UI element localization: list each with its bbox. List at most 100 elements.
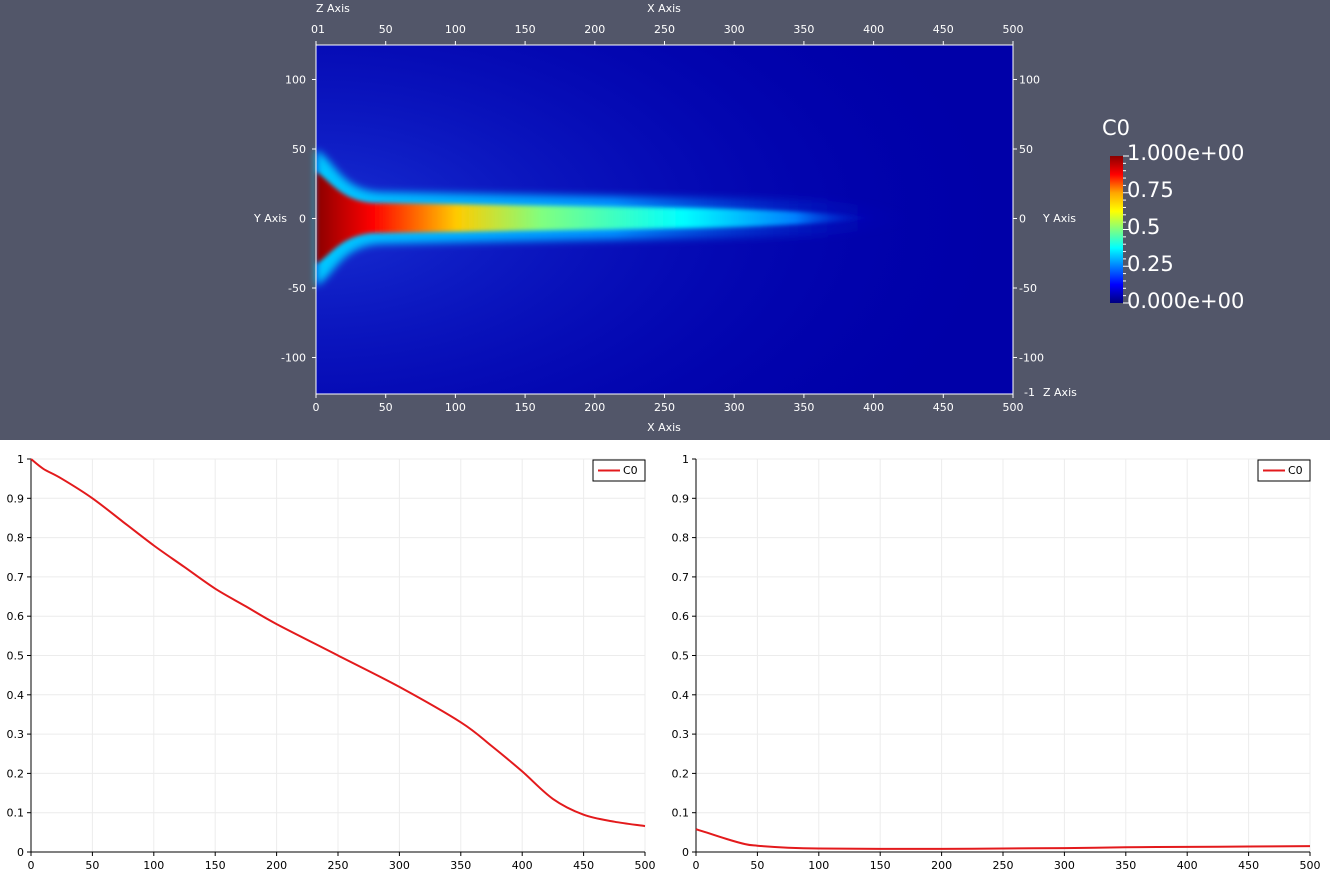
x-top-tick-label: 350 <box>793 23 814 36</box>
chart-legend[interactable]: C0 <box>592 459 646 482</box>
x-tick-label: 500 <box>1300 859 1321 872</box>
y-right-tick-label: 0 <box>1019 213 1026 226</box>
y-tick-label: 0.4 <box>7 689 25 702</box>
y-left-tick-label: -50 <box>288 282 306 295</box>
y-tick-label: 0.8 <box>672 532 690 545</box>
x-axis-title-bottom: X Axis <box>647 421 681 434</box>
x-tick-label: 250 <box>328 859 349 872</box>
y-tick-label: 1 <box>17 453 24 466</box>
z-axis-title-bottom: Z Axis <box>1043 386 1077 399</box>
x-top-tick-label: 150 <box>515 23 536 36</box>
z-axis-title-top: Z Axis <box>316 2 350 15</box>
x-tick-label: 100 <box>808 859 829 872</box>
chart-grid <box>695 458 1311 853</box>
y-tick-label: 0.9 <box>7 492 25 505</box>
chart-axes: 0 50 100 150 200 250 300 350 400 450 500 0 0.1 0.2 0.3… <box>7 453 656 872</box>
y-left-tick-label: -100 <box>281 352 306 365</box>
series-line-c0 <box>30 458 646 828</box>
chart-legend[interactable]: C0 <box>1257 459 1311 482</box>
x-tick-label: 200 <box>931 859 952 872</box>
y-tick-label: 0.8 <box>7 532 25 545</box>
scalar-field-slice <box>316 45 1013 394</box>
color-legend-label-max: 1.000e+00 <box>1127 141 1244 165</box>
line-chart-left-canvas[interactable]: 0 50 100 150 200 250 300 350 400 450 500 0 0.1 0.2 0.3… <box>0 440 665 880</box>
x-top-tick-label: 200 <box>584 23 605 36</box>
x-top-tick-label: 500 <box>1003 23 1024 36</box>
y-tick-label: 0.5 <box>672 650 690 663</box>
y-axis-left-ticks: 100 50 0 -50 -100 <box>281 74 316 365</box>
color-legend[interactable]: C0 1.000e+00 0.75 0.5 0.25 0.000e+00 <box>1102 116 1244 313</box>
x-tick-label: 100 <box>143 859 164 872</box>
y-tick-label: 0.6 <box>7 610 25 623</box>
x-bottom-tick-label: 150 <box>515 401 536 414</box>
x-bottom-tick-label: 200 <box>584 401 605 414</box>
x-bottom-tick-label: 350 <box>793 401 814 414</box>
y-tick-label: 0.7 <box>7 571 25 584</box>
jet-core <box>316 172 880 264</box>
y-tick-label: 0 <box>682 846 689 859</box>
color-legend-title: C0 <box>1102 116 1130 140</box>
y-axis-title-right: Y Axis <box>1042 212 1076 225</box>
y-tick-label: 0.7 <box>672 571 690 584</box>
y-tick-label: 0.3 <box>7 728 25 741</box>
y-tick-label: 0.2 <box>672 767 690 780</box>
x-bottom-tick-label: 400 <box>863 401 884 414</box>
axes-grid: 50 100 150 200 250 300 350 400 450 500 0 50 100 150 2… <box>253 2 1077 434</box>
legend-label: C0 <box>1288 464 1303 477</box>
y-left-tick-label: 100 <box>285 74 306 87</box>
x-bottom-tick-label: 50 <box>379 401 393 414</box>
x-tick-label: 500 <box>635 859 656 872</box>
x-bottom-tick-label: 500 <box>1003 401 1024 414</box>
legend-label: C0 <box>623 464 638 477</box>
y-tick-label: 1 <box>682 453 689 466</box>
color-legend-label-075: 0.75 <box>1127 178 1174 202</box>
x-tick-label: 250 <box>993 859 1014 872</box>
y-tick-label: 0.5 <box>7 650 25 663</box>
x-axis-top-ticks: 50 100 150 200 250 300 350 400 450 500 <box>315 23 1024 45</box>
y-left-tick-label: 0 <box>299 213 306 226</box>
x-tick-label: 300 <box>389 859 410 872</box>
line-chart-right-canvas[interactable]: 0 50 100 150 200 250 300 350 400 450 500 0 0.1 0.2 0.3… <box>665 440 1330 880</box>
x-tick-label: 200 <box>266 859 287 872</box>
x-tick-label: 0 <box>28 859 35 872</box>
x-axis-bottom-ticks: 0 50 100 150 200 250 300 350 400 450 500 <box>313 394 1024 414</box>
x-top-tick-label: 450 <box>933 23 954 36</box>
y-axis-right-ticks: 100 50 0 -50 -100 <box>1013 74 1044 365</box>
color-legend-ticks <box>1123 155 1129 304</box>
x-tick-label: 50 <box>85 859 99 872</box>
z-bottom-label: -1 <box>1024 386 1035 399</box>
x-bottom-tick-label: 450 <box>933 401 954 414</box>
y-right-tick-label: -100 <box>1019 352 1044 365</box>
y-tick-label: 0 <box>17 846 24 859</box>
x-tick-label: 350 <box>1115 859 1136 872</box>
x-bottom-tick-label: 0 <box>313 401 320 414</box>
x-tick-label: 450 <box>573 859 594 872</box>
render-view[interactable]: 50 100 150 200 250 300 350 400 450 500 0 50 100 150 2… <box>0 0 1330 440</box>
line-chart-left[interactable]: 0 50 100 150 200 250 300 350 400 450 500 0 0.1 0.2 0.3… <box>0 440 665 880</box>
y-right-tick-label: -50 <box>1019 282 1037 295</box>
x-tick-label: 150 <box>870 859 891 872</box>
color-legend-label-05: 0.5 <box>1127 215 1160 239</box>
z-top-label: 01 <box>311 23 325 36</box>
x-tick-label: 400 <box>512 859 533 872</box>
y-axis-title-left: Y Axis <box>253 212 287 225</box>
x-top-tick-label: 250 <box>654 23 675 36</box>
chart-axes: 0 50 100 150 200 250 300 350 400 450 500 0 0.1 0.2 0.3… <box>672 453 1321 872</box>
x-top-tick-label: 100 <box>445 23 466 36</box>
line-chart-right[interactable]: 0 50 100 150 200 250 300 350 400 450 500 0 0.1 0.2 0.3… <box>665 440 1330 880</box>
x-tick-label: 150 <box>205 859 226 872</box>
y-tick-label: 0.2 <box>7 767 25 780</box>
color-legend-label-min: 0.000e+00 <box>1127 289 1244 313</box>
x-bottom-tick-label: 100 <box>445 401 466 414</box>
x-bottom-tick-label: 250 <box>654 401 675 414</box>
y-right-tick-label: 100 <box>1019 74 1040 87</box>
y-right-tick-label: 50 <box>1019 143 1033 156</box>
y-left-tick-label: 50 <box>292 143 306 156</box>
series-line-c0 <box>695 828 1311 850</box>
y-tick-label: 0.1 <box>7 807 25 820</box>
x-top-tick-label: 300 <box>724 23 745 36</box>
render-view-canvas[interactable]: 50 100 150 200 250 300 350 400 450 500 0 50 100 150 2… <box>0 0 1330 440</box>
x-bottom-tick-label: 300 <box>724 401 745 414</box>
color-legend-bar <box>1110 156 1123 303</box>
y-tick-label: 0.4 <box>672 689 690 702</box>
